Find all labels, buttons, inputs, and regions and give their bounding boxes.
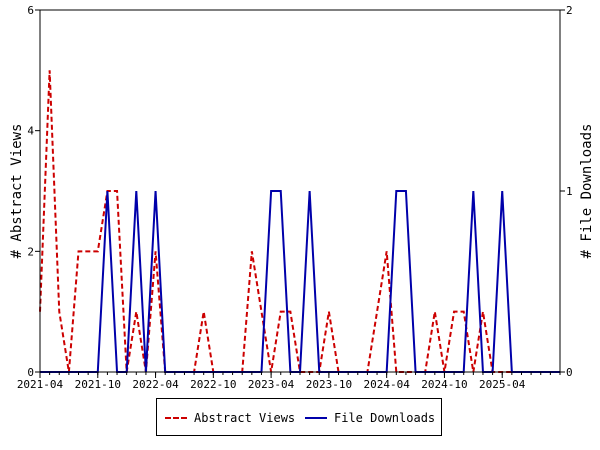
legend-label-abstract-views: Abstract Views	[194, 411, 296, 425]
x-tick-label: 2023-04	[248, 378, 295, 391]
x-tick-label: 2022-10	[190, 378, 236, 391]
x-tick-label: 2023-10	[306, 378, 352, 391]
legend-item-abstract-views: Abstract Views	[165, 410, 295, 426]
y-left-tick-label: 6	[27, 4, 34, 17]
y-right-tick-label: 1	[566, 185, 573, 198]
x-tick-label: 2021-04	[17, 378, 64, 391]
tick-labels: 0 2 4 6 0 1 2 2021-04 2021-10 2022-04 2022-10 2023-…	[17, 4, 573, 391]
y-right-tick-label: 2	[566, 4, 573, 17]
legend: Abstract Views File Downloads	[156, 398, 442, 436]
y-left-tick-label: 0	[27, 366, 34, 379]
axes	[35, 9, 565, 378]
y-axis-left-title: # Abstract Views	[9, 124, 25, 259]
x-tick-label: 2021-10	[75, 378, 121, 391]
legend-swatch-file-downloads	[305, 417, 327, 419]
plot-area	[39, 70, 560, 373]
x-tick-label: 2024-04	[363, 378, 410, 391]
x-tick-label: 2022-04	[132, 378, 179, 391]
x-tick-label: 2024-10	[421, 378, 467, 391]
series-line-file-downloads	[40, 190, 560, 373]
y-right-tick-label: 0	[566, 366, 573, 379]
legend-swatch-abstract-views	[165, 417, 187, 419]
y-axis-right-title: # File Downloads	[579, 124, 595, 259]
legend-label-file-downloads: File Downloads	[334, 411, 436, 425]
legend-item-file-downloads: File Downloads	[305, 410, 435, 426]
y-left-tick-label: 2	[27, 245, 34, 258]
series-line-abstract-views	[39, 70, 560, 373]
x-tick-label: 2025-04	[479, 378, 526, 391]
y-left-tick-label: 4	[27, 125, 34, 138]
